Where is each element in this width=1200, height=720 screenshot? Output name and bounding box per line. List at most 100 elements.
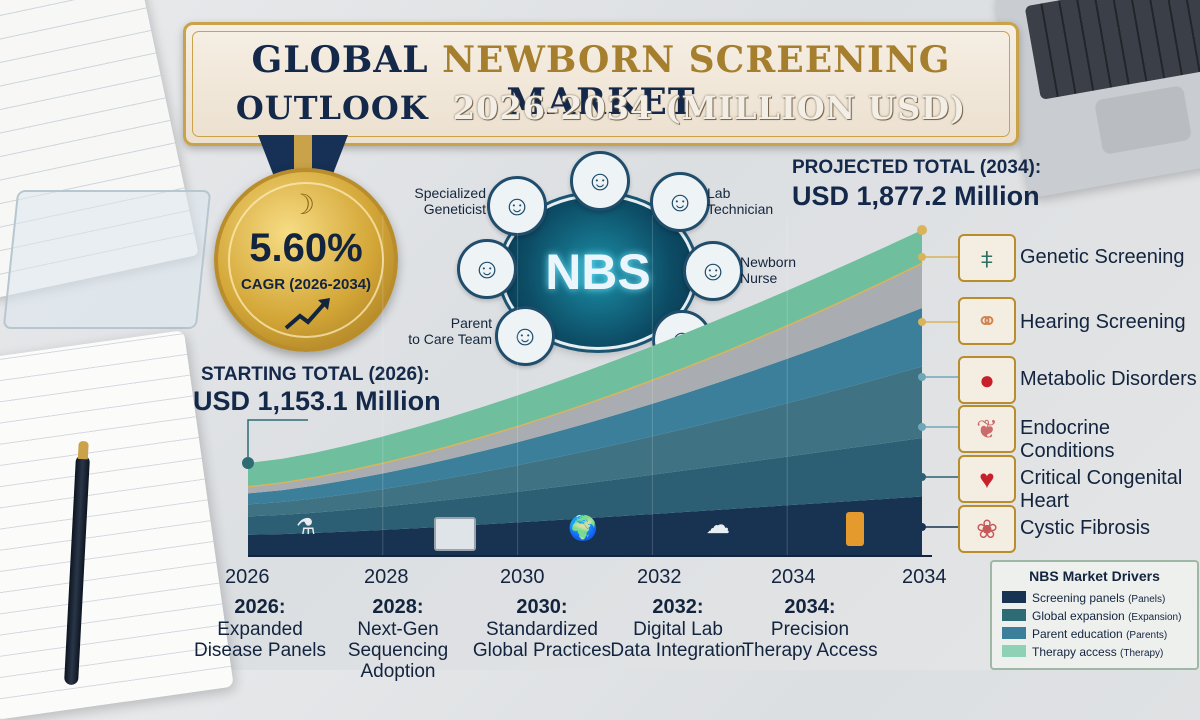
segment-label-cystic: Cystic Fibrosis	[1020, 517, 1151, 539]
legend-title: NBS Market Drivers	[1029, 568, 1160, 584]
start-total-leader	[247, 419, 308, 463]
x-tick-label: 2026	[225, 566, 270, 588]
milestone-year: 2032:	[652, 596, 704, 618]
role-label-line: Specialized	[414, 185, 486, 201]
segment-label-endocrine: Endocrine Conditions	[1020, 417, 1115, 462]
milestone-2034: 2034: Precision Therapy Access	[740, 596, 880, 661]
page-title: GLOBAL NEWBORN SCREENING MARKET	[186, 39, 1016, 123]
milestone-year: 2034:	[784, 596, 836, 618]
role-label-line: Lab	[707, 185, 731, 201]
doctor-icon: ☺	[570, 151, 630, 211]
milestone-line: Global Practices	[472, 640, 612, 661]
role-label-nurse: Newborn Nurse	[740, 254, 796, 286]
milestone-line: Precision	[770, 619, 850, 640]
role-label-geneticist: Specialized Geneticist	[408, 185, 486, 217]
legend-label: Parent education	[1032, 627, 1123, 641]
x-tick-label: 2030	[500, 566, 545, 588]
segment-connector-dot	[918, 253, 926, 261]
legend-label: Therapy access	[1032, 645, 1117, 659]
segment-connector-dot	[918, 473, 926, 481]
legend-item: Global expansion (Expansion)	[1002, 609, 1181, 625]
milestone-year: 2026:	[234, 596, 286, 618]
segment-connector-dot	[918, 423, 926, 431]
role-label-line: Geneticist	[423, 201, 486, 217]
sequencer-icon	[434, 517, 476, 551]
x-tick-label: 2034	[902, 566, 947, 588]
milestone-line: Next-Gen	[357, 619, 439, 640]
legend-tag: (Panels)	[1128, 594, 1166, 605]
segment-connector-dot	[918, 373, 926, 381]
care-team-icon: ☺	[495, 306, 555, 366]
cagr-value: 5.60%	[249, 226, 363, 270]
segment-label-metabolic: Metabolic Disorders	[1020, 368, 1197, 390]
milestone-2030: 2030: Standardized Global Practices	[472, 596, 612, 661]
legend-swatch	[1002, 591, 1026, 603]
gold-highlight-line	[247, 261, 923, 488]
area-series-3	[248, 366, 922, 517]
role-label-line: Technician	[707, 201, 774, 217]
segment-connector-dot	[918, 523, 926, 531]
blood-drop-key-icon: ●	[958, 356, 1016, 404]
x-tick-label: 2028	[364, 566, 409, 588]
legend-swatch	[1002, 609, 1026, 621]
starting-total-value: USD 1,153.1 Million	[193, 386, 441, 416]
lungs-icon: ❀	[958, 505, 1016, 553]
legend-tag: (Expansion)	[1128, 612, 1182, 623]
legend-item: Parent education (Parents)	[1002, 627, 1167, 643]
milestone-line: Standardized	[486, 619, 598, 640]
cagr-caption: CAGR (2026-2034)	[240, 276, 372, 293]
legend-tag: (Parents)	[1126, 630, 1168, 641]
legend-label: Global expansion	[1032, 609, 1125, 623]
area-series-1	[248, 496, 922, 555]
legend-item: Screening panels (Panels)	[1002, 591, 1165, 607]
geneticist-icon: ☺	[487, 176, 547, 236]
segment-connectors	[918, 253, 958, 531]
milestone-line: Digital Lab	[633, 619, 723, 640]
title-part-1: GLOBAL	[251, 39, 443, 81]
legend-label: Screening panels	[1032, 591, 1125, 605]
hub-label: NBS	[545, 244, 651, 300]
cagr-medal: ☽ 5.60% CAGR (2026-2034)	[214, 168, 398, 352]
trend-arrow-icon	[284, 298, 330, 330]
segment-label-genetic: Genetic Screening	[1020, 246, 1185, 268]
role-label-line: Nurse	[740, 270, 778, 286]
ear-icon: ⚭	[958, 297, 1016, 345]
legend-item: Therapy access (Therapy)	[1002, 645, 1163, 661]
cloud-database-icon: ☁	[706, 512, 730, 539]
lab-technician-icon: ☺	[650, 172, 710, 232]
segment-label-hearing: Hearing Screening	[1020, 311, 1186, 333]
role-label-line: Parent	[450, 315, 492, 331]
title-part-2: NEWBORN SCREENING	[442, 39, 951, 81]
projected-total-value: USD 1,877.2 Million	[792, 181, 1040, 211]
subtitle-part-2: 2026-2034 (MILLION USD)	[452, 89, 967, 127]
milestone-2032: 2032: Digital Lab Data Integration	[608, 596, 748, 661]
role-label-line: to Care Team	[408, 331, 492, 347]
role-label-lab-technician: Lab Technician	[707, 185, 773, 217]
legend-swatch	[1002, 645, 1026, 657]
legend-tag: (Therapy)	[1120, 648, 1164, 659]
milestone-year: 2030:	[516, 596, 568, 618]
globe-map-icon: 🌍	[568, 515, 598, 542]
desk-tablet	[2, 190, 212, 329]
x-tick-label: 2032	[637, 566, 682, 588]
milestone-line: Disease Panels	[193, 640, 327, 661]
projected-total-label: PROJECTED TOTAL (2034):	[792, 157, 1042, 178]
title-part-3: MARKET	[506, 81, 696, 123]
area-series-2	[248, 438, 922, 535]
thyroid-icon: ❦	[958, 405, 1016, 453]
milestone-2026: 2026: Expanded Disease Panels	[190, 596, 330, 661]
test-tubes-icon: ⚗	[296, 514, 316, 539]
baby-icon: ☽	[290, 189, 316, 220]
milestone-line: Expanded	[217, 619, 303, 640]
clinician-icon: ☺	[457, 239, 517, 299]
heart-icon: ♥	[958, 455, 1016, 503]
milestone-line: Sequencing Adoption	[347, 640, 449, 682]
page-subtitle: OUTLOOK 2026-2034 (MILLION USD)	[186, 89, 1016, 127]
role-label-care-team: Parent to Care Team	[402, 315, 492, 347]
title-banner: GLOBAL NEWBORN SCREENING MARKET OUTLOOK …	[183, 22, 1019, 146]
subtitle-part-1: OUTLOOK	[235, 89, 429, 127]
nurse-icon: ☺	[683, 241, 743, 301]
milestone-year: 2028:	[372, 596, 424, 618]
role-label-line: Newborn	[740, 254, 797, 270]
area-series-6	[248, 230, 922, 486]
